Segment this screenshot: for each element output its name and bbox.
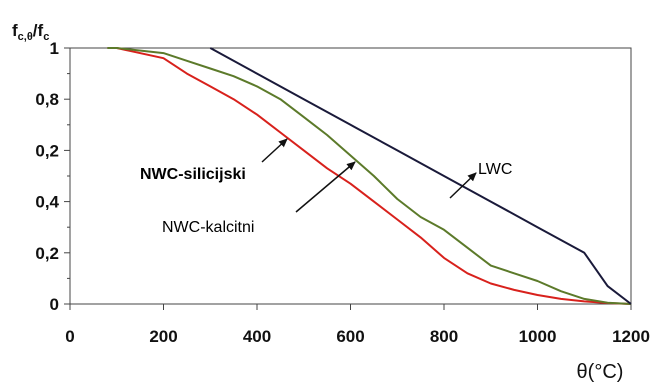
x-tick-label: 600 xyxy=(336,327,364,346)
series-line-nwc-kalcitni xyxy=(107,47,632,305)
arrow-silicijski xyxy=(261,138,288,163)
annotation-lwc: LWC xyxy=(478,161,512,178)
x-axis: 0 200 400 600 800 1000 1200 xyxy=(65,304,650,346)
x-tick-label: 400 xyxy=(243,327,271,346)
x-tick-label: 200 xyxy=(149,327,177,346)
series-line-lwc xyxy=(209,47,632,305)
y-tick-label: 0,2 xyxy=(35,141,59,160)
y-axis-title: fc,θ/fc xyxy=(12,21,49,43)
x-tick-label: 1000 xyxy=(519,327,557,346)
annotation-kalcitni: NWC-kalcitni xyxy=(162,219,254,236)
y-tick-label: 0 xyxy=(50,295,59,314)
y-axis: 0 0,2 0,4 0,2 0,8 1 xyxy=(35,39,70,314)
y-tick-label: 0,8 xyxy=(35,90,59,109)
series-line-nwc-silicijski xyxy=(107,47,632,305)
arrow-lwc xyxy=(449,172,477,199)
y-tick-label: 0,4 xyxy=(35,193,59,212)
x-axis-title: θ(°C) xyxy=(577,361,624,383)
series-layer xyxy=(107,47,632,305)
x-tick-label: 800 xyxy=(430,327,458,346)
x-tick-label: 0 xyxy=(65,327,74,346)
y-tick-label: 1 xyxy=(50,39,59,58)
annotation-silicijski: NWC-silicijski xyxy=(140,166,246,183)
x-tick-label: 1200 xyxy=(612,327,650,346)
y-tick-label: 0,2 xyxy=(35,244,59,263)
arrow-kalcitni xyxy=(295,161,356,213)
